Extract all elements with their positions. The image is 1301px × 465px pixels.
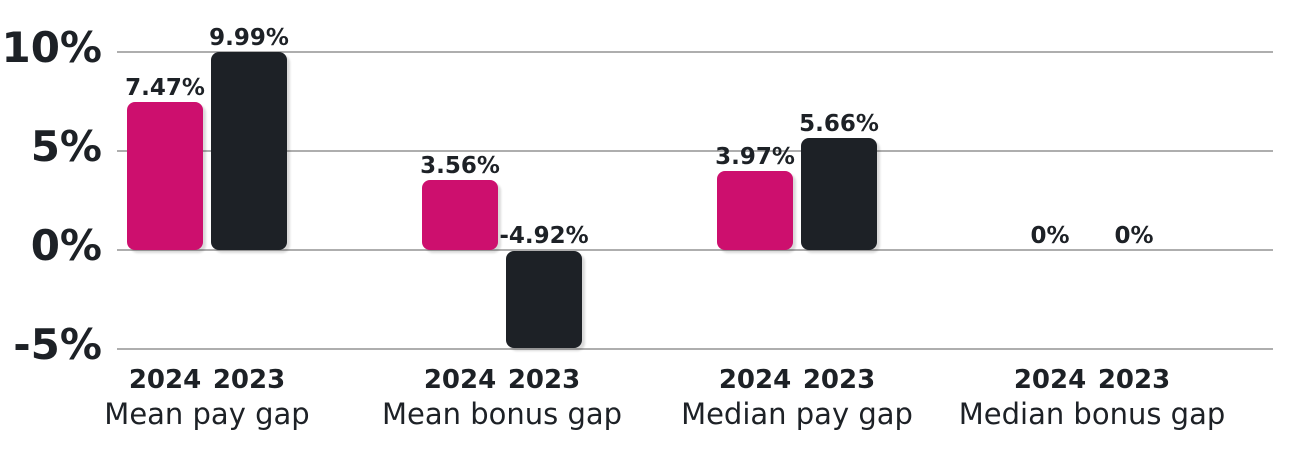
category-label-median-bonus-gap: Median bonus gap: [958, 397, 1226, 431]
series-label-2023-median-bonus-gap: 2023: [1097, 365, 1171, 395]
bar-2024-mean-pay-gap: [127, 102, 203, 250]
bar-2023-mean-bonus-gap: [506, 251, 582, 348]
value-label-2023-median-bonus-gap: 0%: [1114, 223, 1154, 249]
category-label-median-pay-gap: Median pay gap: [681, 397, 913, 431]
value-label-2023-mean-bonus-gap: -4.92%: [499, 223, 589, 249]
value-label-2024-median-bonus-gap: 0%: [1030, 223, 1070, 249]
value-label-2023-median-pay-gap: 5.66%: [799, 111, 879, 137]
series-label-2023-median-pay-gap: 2023: [802, 365, 876, 395]
bar-2023-median-pay-gap: [801, 138, 877, 250]
y-axis-label-10: 10%: [1, 23, 102, 72]
value-label-2024-mean-pay-gap: 7.47%: [125, 75, 205, 101]
gridline-5: [117, 150, 1273, 152]
series-label-2023-mean-pay-gap: 2023: [212, 365, 286, 395]
value-label-2023-mean-pay-gap: 9.99%: [209, 25, 289, 51]
category-label-mean-pay-gap: Mean pay gap: [104, 397, 310, 431]
bar-2023-mean-pay-gap: [211, 52, 287, 250]
y-axis-label-5: 5%: [30, 122, 102, 171]
gridline-0: [117, 249, 1273, 251]
bar-2024-mean-bonus-gap: [422, 180, 498, 250]
gridline-5: [117, 348, 1273, 350]
y-axis-label-5: -5%: [13, 320, 102, 369]
series-label-2023-mean-bonus-gap: 2023: [507, 365, 581, 395]
y-axis-label-0: 0%: [30, 221, 102, 270]
gridline-10: [117, 51, 1273, 53]
category-label-mean-bonus-gap: Mean bonus gap: [381, 397, 623, 431]
series-label-2024-mean-pay-gap: 2024: [128, 365, 202, 395]
series-label-2024-mean-bonus-gap: 2024: [423, 365, 497, 395]
value-label-2024-median-pay-gap: 3.97%: [715, 144, 795, 170]
series-label-2024-median-bonus-gap: 2024: [1013, 365, 1087, 395]
series-label-2024-median-pay-gap: 2024: [718, 365, 792, 395]
bar-2024-median-pay-gap: [717, 171, 793, 250]
value-label-2024-mean-bonus-gap: 3.56%: [420, 153, 500, 179]
